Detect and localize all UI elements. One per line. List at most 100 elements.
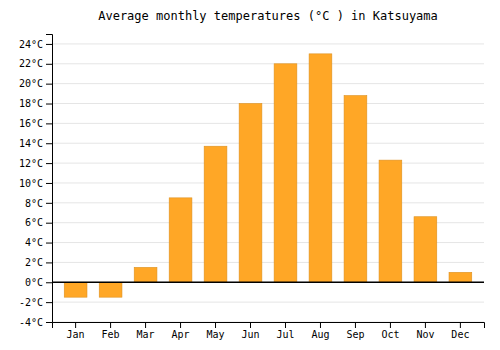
x-tick-mark xyxy=(250,322,251,328)
y-axis-line xyxy=(46,35,53,323)
x-tick-label: Oct xyxy=(381,329,399,340)
y-tick-label: 24°C xyxy=(19,39,43,50)
bar xyxy=(204,146,227,282)
x-tick-mark xyxy=(75,322,76,328)
title: Average monthly temperatures (°C ) in Ka… xyxy=(98,9,438,23)
x-tick-label: Apr xyxy=(172,329,190,340)
x-tick-label: Jan xyxy=(67,329,85,340)
x-tick-mark xyxy=(215,322,216,328)
y-tick: -2°C xyxy=(19,297,52,308)
y-tick-label: 12°C xyxy=(19,158,43,169)
x-tick-label: Sep xyxy=(346,329,364,340)
y-tick-mark xyxy=(46,143,52,144)
y-tick-label: 22°C xyxy=(19,58,43,69)
y-tick-label: 10°C xyxy=(19,178,43,189)
bar xyxy=(169,198,192,282)
x-tick-mark xyxy=(320,322,321,328)
y-tick-mark xyxy=(46,322,52,323)
x-tick-label: Jun xyxy=(241,329,259,340)
x-tick-mark xyxy=(355,322,356,328)
y-tick: 2°C xyxy=(25,257,52,268)
y-tick-mark xyxy=(46,163,52,164)
x-tick: Sep xyxy=(346,322,364,340)
y-tick-label: 18°C xyxy=(19,98,43,109)
grid-line xyxy=(52,103,484,104)
x-tick-mark xyxy=(460,322,461,328)
bar xyxy=(309,54,332,282)
x-tick: Aug xyxy=(311,322,329,340)
grid-line xyxy=(52,163,484,164)
y-tick-mark xyxy=(46,183,52,184)
y-tick-mark xyxy=(46,282,52,283)
x-tick: Feb xyxy=(102,322,120,340)
y-tick-label: -4°C xyxy=(19,317,43,328)
y-tick: 12°C xyxy=(19,158,52,169)
y-tick-label: 20°C xyxy=(19,78,43,89)
bar xyxy=(274,64,297,282)
grid-line xyxy=(52,63,484,64)
grid-line xyxy=(52,182,484,183)
bar xyxy=(449,272,472,282)
x-tick-mark xyxy=(110,322,111,328)
x-tick: Jun xyxy=(241,322,259,340)
x-tick-label: Dec xyxy=(451,329,469,340)
y-tick-label: 8°C xyxy=(25,198,43,209)
y-tick-mark xyxy=(46,84,52,85)
y-tick: 4°C xyxy=(25,237,52,248)
y-tick-mark xyxy=(46,104,52,105)
x-tick-mark xyxy=(390,322,391,328)
bar xyxy=(379,160,402,282)
y-tick: 20°C xyxy=(19,78,52,89)
x-tick-label: Aug xyxy=(311,329,329,340)
x-tick: May xyxy=(206,322,224,340)
bar xyxy=(239,104,262,283)
x-tick-label: Mar xyxy=(137,329,155,340)
x-tick: Mar xyxy=(137,322,155,340)
y-tick: 16°C xyxy=(19,118,52,129)
x-tick-label: Nov xyxy=(416,329,434,340)
x-tick-mark xyxy=(180,322,181,328)
x-tick-mark xyxy=(145,322,146,328)
x-tick-label: Jul xyxy=(276,329,294,340)
x-tick: Apr xyxy=(172,322,190,340)
chart-container: -4°C -2°C 0°C 2°C 4°C 6°C 8°C 10°C 12°C 14°C 16°C 1… xyxy=(0,0,500,350)
x-axis: Jan Feb Mar Apr May Jun Jul Aug Sep Oct Nov Dec xyxy=(53,322,485,340)
y-tick: 8°C xyxy=(25,198,52,209)
grid-line xyxy=(52,282,484,283)
y-tick: 22°C xyxy=(19,58,52,69)
x-tick-label: May xyxy=(206,329,224,340)
y-tick-mark xyxy=(46,302,52,303)
grid-line xyxy=(52,143,484,144)
grid-line xyxy=(52,302,484,303)
y-tick-mark xyxy=(46,123,52,124)
bar xyxy=(414,217,437,283)
y-tick-label: 16°C xyxy=(19,118,43,129)
x-tick: Nov xyxy=(416,322,434,340)
grid-line xyxy=(52,43,484,44)
x-tick: Jan xyxy=(67,322,85,340)
chart-svg: -4°C -2°C 0°C 2°C 4°C 6°C 8°C 10°C 12°C 14°C 16°C 1… xyxy=(0,0,500,350)
grid xyxy=(52,44,484,322)
y-tick-label: 2°C xyxy=(25,257,43,268)
y-tick-label: 14°C xyxy=(19,138,43,149)
x-tick: Dec xyxy=(451,322,469,340)
y-tick-mark xyxy=(46,262,52,263)
y-tick: 24°C xyxy=(19,39,52,50)
y-tick-mark xyxy=(46,203,52,204)
x-tick: Oct xyxy=(381,322,399,340)
y-tick: -4°C xyxy=(19,317,52,328)
grid-line xyxy=(52,83,484,84)
y-axis: -4°C -2°C 0°C 2°C 4°C 6°C 8°C 10°C 12°C 14°C 16°C 1… xyxy=(19,35,53,328)
x-tick-mark xyxy=(285,322,286,328)
y-tick-mark xyxy=(46,44,52,45)
y-tick: 0°C xyxy=(25,277,52,288)
grid-line xyxy=(52,123,484,124)
x-axis-line xyxy=(53,323,485,329)
y-tick: 14°C xyxy=(19,138,52,149)
x-tick-label: Feb xyxy=(102,329,120,340)
y-tick-mark xyxy=(46,223,52,224)
y-tick-mark xyxy=(46,64,52,65)
bar xyxy=(134,267,157,282)
y-tick-label: 6°C xyxy=(25,217,43,228)
x-tick-mark xyxy=(425,322,426,328)
